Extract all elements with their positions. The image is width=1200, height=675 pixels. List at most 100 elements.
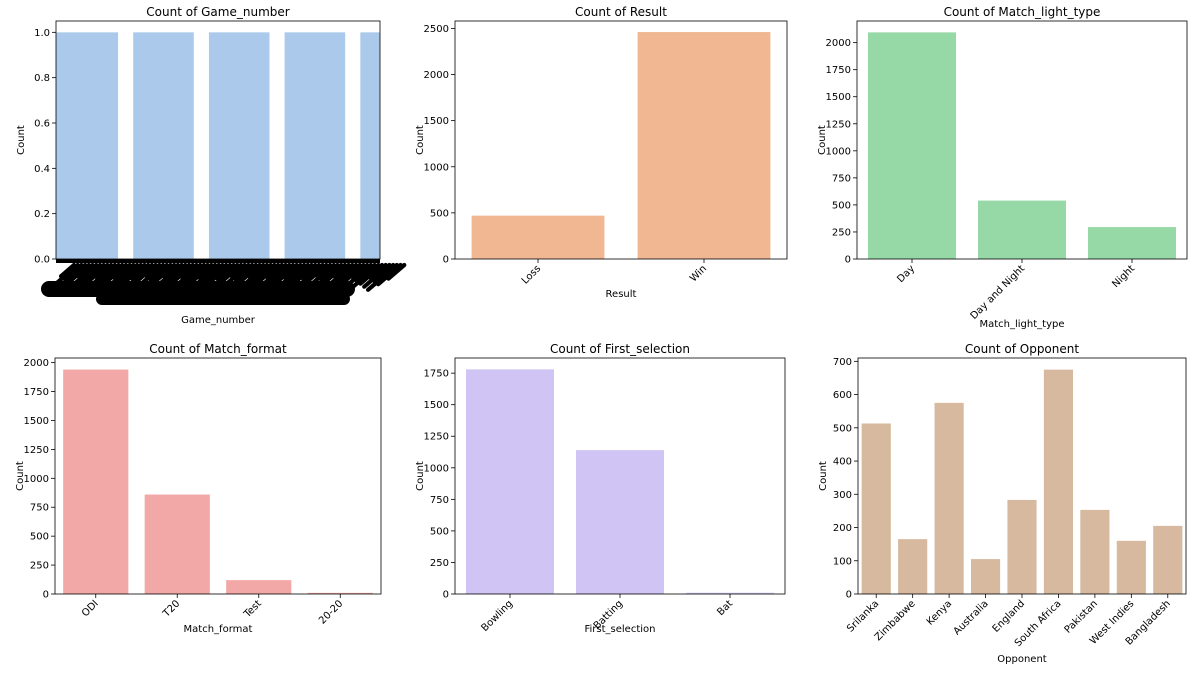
overlapping-tick-label — [336, 262, 359, 282]
y-axis-label: Count — [15, 461, 26, 491]
bar-australia — [970, 559, 1001, 594]
overlapping-tick-label — [169, 262, 195, 286]
chart-game-number: Count of Game_number 0.0 0.2 0.4 0.6 0.8 1.0 Co… — [16, 5, 407, 326]
y-tick-label: 500 — [30, 532, 49, 543]
y-tick-label: 0 — [845, 255, 851, 266]
y-tick-label: 0.8 — [34, 73, 50, 84]
overlapping-tick-label — [358, 262, 385, 286]
overlapping-tick-label — [148, 262, 169, 282]
y-tick-label: 750 — [430, 495, 449, 506]
overlapping-tick-label — [183, 262, 206, 283]
x-axis-label: First_selection — [585, 624, 656, 635]
y-tick-label: 1500 — [24, 416, 49, 427]
bar-bangladesh — [1153, 525, 1183, 594]
y-tick-label: 250 — [832, 227, 851, 238]
y-tick-label: 1250 — [826, 119, 851, 130]
y-tick-label: 0 — [443, 590, 449, 601]
y-tick-label: 2000 — [24, 358, 49, 369]
overlapping-tick-label — [247, 262, 266, 279]
y-axis-label: Count — [16, 125, 27, 155]
overlapping-tick-label — [66, 262, 91, 285]
overlapping-tick-label — [62, 262, 84, 282]
overlapping-tick-label — [98, 262, 121, 283]
y-tick-label: 1750 — [826, 65, 851, 76]
overlapping-tick-label — [179, 262, 199, 280]
overlapping-tick-label — [144, 262, 162, 279]
y-tick-label: 1250 — [24, 445, 49, 456]
overlapping-tick-label — [165, 262, 188, 282]
bar-south-africa — [1043, 369, 1074, 594]
bar-zimbabwe — [898, 539, 928, 594]
y-tick-label: 500 — [833, 423, 852, 434]
overlapping-tick-label — [237, 262, 262, 285]
x-tick-labels-overlapping — [41, 259, 407, 305]
bar-odi — [63, 369, 129, 594]
y-tick-label: 750 — [30, 503, 49, 514]
x-tick-label-bowling: Bowling — [479, 598, 515, 634]
bar-night — [1088, 227, 1176, 259]
y-tick-label: 2500 — [424, 24, 449, 35]
overlapping-tick-label — [130, 262, 151, 281]
bar-west-indies — [1116, 540, 1146, 594]
plot-frame — [54, 357, 382, 595]
bar-1 — [56, 32, 119, 260]
y-tick-label: 1500 — [424, 400, 449, 411]
chart-match-format: Count of Match_format 0 250 500 750 1000 1250 1… — [15, 342, 382, 635]
overlapping-tick-label — [272, 262, 299, 286]
bar-test — [226, 580, 292, 594]
bar-3 — [208, 32, 270, 260]
overlapping-tick-label — [112, 262, 132, 281]
x-tick-label-pakistan: Pakistan — [1063, 598, 1100, 635]
overlapping-tick-label — [215, 262, 236, 281]
bar-day — [868, 32, 956, 259]
bar-bat — [686, 592, 774, 594]
overlapping-tick-label — [386, 262, 407, 281]
bar-5 — [360, 32, 380, 260]
overlapping-tick-label — [229, 262, 247, 279]
y-tick-label: 1.0 — [34, 28, 50, 39]
plot-frame — [454, 20, 788, 260]
y-tick-label: 500 — [430, 208, 449, 219]
overlapping-tick-label — [283, 262, 303, 281]
overlapping-tick-label — [219, 262, 244, 284]
overlapping-tick-label — [340, 262, 366, 286]
overlapping-tick-label — [300, 262, 322, 281]
y-tick-label: 1000 — [424, 162, 449, 173]
chart-title: Count of Result — [575, 5, 667, 19]
y-tick-label: 0 — [43, 590, 49, 601]
chart-title: Count of Opponent — [965, 342, 1079, 356]
y-tick-label: 600 — [833, 390, 852, 401]
overlapping-tick-label — [315, 262, 333, 279]
y-tick-label: 250 — [30, 561, 49, 572]
overlapping-tick-label — [354, 262, 377, 283]
plot-frame — [55, 20, 381, 260]
x-tick-label-kenya: Kenya — [925, 598, 954, 627]
overlapping-tick-label — [116, 262, 140, 284]
chart-result: Count of Result 0 500 1000 1500 2000 2500 Count… — [415, 5, 788, 300]
y-tick-label: 0 — [443, 255, 449, 266]
bar-4 — [284, 32, 346, 260]
y-tick-label: 1750 — [24, 387, 49, 398]
x-tick-label-win: Win — [688, 263, 709, 284]
x-tick-label-20-20: 20-20 — [317, 598, 345, 626]
overlapping-tick-label — [269, 262, 292, 283]
chart-title: Count of Match_format — [149, 342, 287, 356]
y-axis-label: Count — [415, 125, 426, 155]
overlapping-tick-label — [255, 262, 281, 286]
overlapping-tick-label — [251, 262, 273, 282]
y-tick-label: 100 — [833, 556, 852, 567]
x-axis-label: Game_number — [181, 315, 256, 326]
bar-batting — [576, 450, 664, 594]
overlapping-tick-label — [362, 262, 392, 289]
x-tick-label-night: Night — [1110, 263, 1137, 290]
y-tick-label: 0.0 — [34, 255, 50, 266]
overlapping-tick-label — [322, 262, 348, 285]
y-tick-label: 750 — [832, 173, 851, 184]
overlapping-tick-label — [265, 262, 284, 280]
overlapping-tick-label — [376, 262, 403, 287]
overlapping-tick-label — [162, 262, 181, 279]
y-tick-label: 300 — [833, 490, 852, 501]
plot-frame — [856, 20, 1188, 260]
overlapping-tick-label — [151, 262, 177, 285]
overlapping-tick-label — [96, 293, 350, 305]
